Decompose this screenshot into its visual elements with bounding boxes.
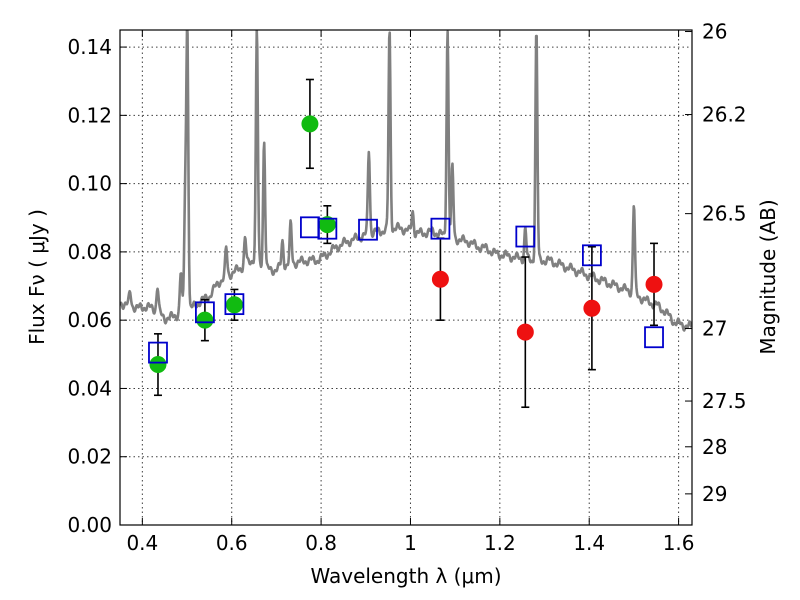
y-tick-label: 0.12 [67, 103, 112, 127]
x-tick-label: 1 [404, 531, 417, 555]
model-flux-square [358, 218, 378, 241]
y-axis-label: Flux Fν ( μJy ) [25, 209, 49, 345]
y-tick-label: 0.04 [67, 376, 112, 400]
marker-layer [148, 78, 664, 409]
y-tick-label: 0.02 [67, 445, 112, 469]
magnitude-tick-label: 26.5 [702, 202, 747, 226]
sed-layer [120, 30, 692, 332]
magnitude-tick-label: 27 [702, 317, 727, 341]
magnitude-tick-label: 26.2 [702, 103, 747, 127]
model-flux-square [195, 301, 215, 324]
y-tick-label: 0.14 [67, 35, 112, 59]
magnitude-axis-label: Magnitude (AB) [756, 199, 780, 354]
y-tick-label: 0.10 [67, 172, 112, 196]
sed-spectrum-line [120, 30, 692, 332]
magnitude-tick-label: 29 [702, 482, 727, 506]
x-tick-label: 0.4 [126, 531, 158, 555]
x-tick-label: 1.4 [573, 531, 605, 555]
plot-frame [119, 29, 693, 526]
tick-layer: 0.4 0.6 0.8 1 1.2 1.4 1.6 0.00 0.02 0.04 0.06 0.08 0… [67, 20, 746, 555]
model-flux-square [644, 326, 664, 349]
magnitude-tick-label: 27.5 [702, 389, 747, 413]
x-axis-label: Wavelength λ (μm) [310, 564, 501, 588]
model-flux-square [300, 216, 320, 239]
model-flux-square [224, 293, 245, 316]
y-tick-label: 0.08 [67, 240, 112, 264]
x-tick-label: 1.2 [484, 531, 516, 555]
model-flux-square [148, 341, 168, 364]
green-flux-point [149, 356, 167, 374]
magnitude-tick-label: 26 [702, 20, 727, 44]
model-flux-square [582, 244, 602, 267]
model-flux-square [430, 217, 451, 240]
green-flux-point [301, 115, 319, 133]
red-flux-point [583, 299, 601, 317]
model-flux-square [515, 225, 536, 248]
x-tick-label: 1.6 [663, 531, 695, 555]
red-flux-point [516, 323, 534, 341]
model-flux-square [317, 217, 338, 240]
red-flux-point [431, 270, 449, 288]
red-flux-point [645, 275, 663, 293]
x-tick-label: 0.8 [305, 531, 337, 555]
green-flux-point [225, 296, 243, 314]
y-tick-label: 0.00 [67, 513, 112, 537]
x-tick-label: 0.6 [216, 531, 248, 555]
y-tick-label: 0.06 [67, 308, 112, 332]
grid-layer [120, 30, 692, 526]
green-flux-point [196, 311, 214, 329]
magnitude-tick-label: 28 [702, 435, 727, 459]
